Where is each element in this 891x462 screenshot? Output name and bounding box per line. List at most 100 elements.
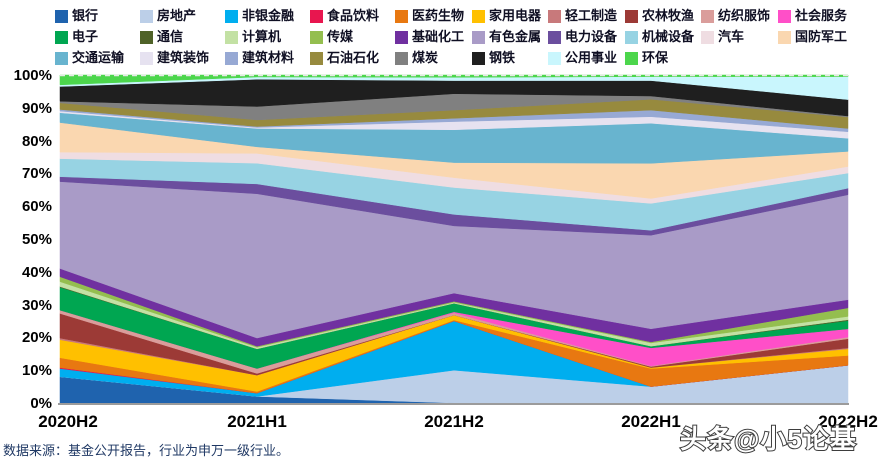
legend-item-煤炭: 煤炭	[395, 50, 438, 66]
legend-swatch-icon	[310, 51, 323, 65]
legend-item-label: 电子	[72, 29, 99, 44]
legend-swatch-icon	[625, 9, 638, 23]
legend-swatch-icon	[140, 51, 153, 65]
legend-swatch-icon	[395, 51, 408, 65]
legend-item-家用电器: 家用电器	[472, 8, 541, 24]
legend-item-轻工制造: 轻工制造	[548, 8, 617, 24]
legend-item-label: 通信	[157, 29, 184, 44]
legend-swatch-icon	[701, 9, 714, 23]
legend-item-公用事业: 公用事业	[548, 50, 617, 66]
legend-swatch-icon	[548, 51, 561, 65]
legend-item-label: 国防军工	[795, 29, 848, 44]
legend-item-环保: 环保	[625, 50, 668, 66]
y-axis-label-10pct: 10%	[21, 362, 52, 380]
legend-item-label: 医药生物	[412, 8, 465, 23]
legend-swatch-icon	[225, 9, 238, 23]
legend-item-非银金融: 非银金融	[225, 8, 294, 24]
legend-item-房地产: 房地产	[140, 8, 196, 24]
legend-swatch-icon	[625, 51, 638, 65]
legend-item-机械设备: 机械设备	[625, 29, 694, 45]
y-axis-label-100pct: 100%	[13, 67, 52, 84]
legend-swatch-icon	[55, 30, 68, 44]
legend-swatch-icon	[310, 30, 323, 44]
legend-item-label: 计算机	[242, 29, 282, 44]
x-axis-label-2021H1: 2021H1	[227, 412, 287, 431]
legend-swatch-icon	[472, 30, 485, 44]
legend-item-label: 纺织服饰	[718, 8, 771, 23]
legend-swatch-icon	[548, 9, 561, 23]
legend-item-食品饮料: 食品饮料	[310, 8, 379, 24]
source-note: 数据来源：基金公开报告，行业为申万一级行业。	[3, 443, 290, 458]
legend-item-传媒: 传媒	[310, 29, 353, 45]
x-axis-label-2022H1: 2022H1	[621, 412, 681, 431]
y-axis-label-60pct: 60%	[21, 198, 52, 216]
legend-item-农林牧渔: 农林牧渔	[625, 8, 694, 24]
legend-item-汽车: 汽车	[701, 29, 744, 45]
legend-swatch-icon	[778, 9, 791, 23]
legend-swatch-icon	[472, 51, 485, 65]
legend-item-label: 家用电器	[489, 8, 542, 23]
legend-item-纺织服饰: 纺织服饰	[701, 8, 770, 24]
legend-item-label: 钢铁	[489, 50, 516, 65]
legend-item-电力设备: 电力设备	[548, 29, 617, 45]
legend-item-银行: 银行	[55, 8, 98, 24]
legend-swatch-icon	[395, 9, 408, 23]
legend-item-label: 环保	[642, 50, 669, 65]
x-axis-label-2020H2: 2020H2	[38, 412, 98, 431]
y-axis-label-0pct: 0%	[30, 395, 52, 412]
legend-item-通信: 通信	[140, 29, 183, 45]
legend-swatch-icon	[310, 9, 323, 23]
legend-swatch-icon	[140, 30, 153, 44]
legend-item-label: 建筑装饰	[157, 50, 210, 65]
legend-item-石油石化: 石油石化	[310, 50, 379, 66]
legend-item-label: 有色金属	[489, 29, 542, 44]
y-axis-label-20pct: 20%	[21, 329, 52, 347]
legend-swatch-icon	[140, 9, 153, 23]
legend-item-label: 电力设备	[565, 29, 618, 44]
y-axis-label-50pct: 50%	[21, 231, 52, 248]
legend-item-建筑材料: 建筑材料	[225, 50, 294, 66]
legend-item-电子: 电子	[55, 29, 98, 45]
legend-item-label: 公用事业	[565, 50, 618, 65]
legend-item-label: 银行	[72, 8, 99, 23]
legend-swatch-icon	[778, 30, 791, 44]
legend-item-交通运输: 交通运输	[55, 50, 124, 66]
legend-swatch-icon	[701, 30, 714, 44]
y-axis-label-70pct: 70%	[21, 165, 52, 183]
legend-item-label: 交通运输	[72, 50, 125, 65]
legend-item-label: 基础化工	[412, 29, 465, 44]
legend-swatch-icon	[55, 51, 68, 65]
watermark: 头条@小5论基	[679, 423, 857, 455]
y-axis-label-30pct: 30%	[21, 296, 52, 314]
legend-item-label: 轻工制造	[565, 8, 618, 23]
legend-item-label: 建筑材料	[242, 50, 295, 65]
x-axis-label-2021H2: 2021H2	[424, 412, 484, 431]
legend-item-label: 非银金融	[242, 8, 295, 23]
y-axis-label-40pct: 40%	[21, 263, 52, 281]
legend-item-钢铁: 钢铁	[472, 50, 515, 66]
x-axis-label-2022H2: 2022H2	[818, 412, 878, 431]
legend-item-社会服务: 社会服务	[778, 8, 847, 24]
legend-item-label: 汽车	[718, 29, 745, 44]
legend-swatch-icon	[395, 30, 408, 44]
legend-swatch-icon	[225, 51, 238, 65]
legend-item-label: 食品饮料	[327, 8, 380, 23]
legend-swatch-icon	[548, 30, 561, 44]
legend-item-国防军工: 国防军工	[778, 29, 847, 45]
legend-item-label: 石油石化	[327, 50, 380, 65]
legend-item-label: 机械设备	[642, 29, 695, 44]
legend-swatch-icon	[55, 9, 68, 23]
legend-item-label: 农林牧渔	[642, 8, 695, 23]
y-axis-label-80pct: 80%	[21, 132, 52, 150]
y-axis-label-90pct: 90%	[21, 99, 52, 117]
legend-swatch-icon	[625, 30, 638, 44]
legend-item-建筑装饰: 建筑装饰	[140, 50, 209, 66]
legend-item-基础化工: 基础化工	[395, 29, 464, 45]
legend: 银行 房地产 非银金融 食品饮料 医药生物 家用电器 轻工制造 农林牧渔 纺织服饰 社会服务电子 通…	[0, 0, 891, 70]
watermark-text: 头条@小5论基	[680, 424, 857, 454]
legend-item-计算机: 计算机	[225, 29, 281, 45]
legend-item-医药生物: 医药生物	[395, 8, 464, 24]
legend-item-label: 房地产	[157, 8, 197, 23]
